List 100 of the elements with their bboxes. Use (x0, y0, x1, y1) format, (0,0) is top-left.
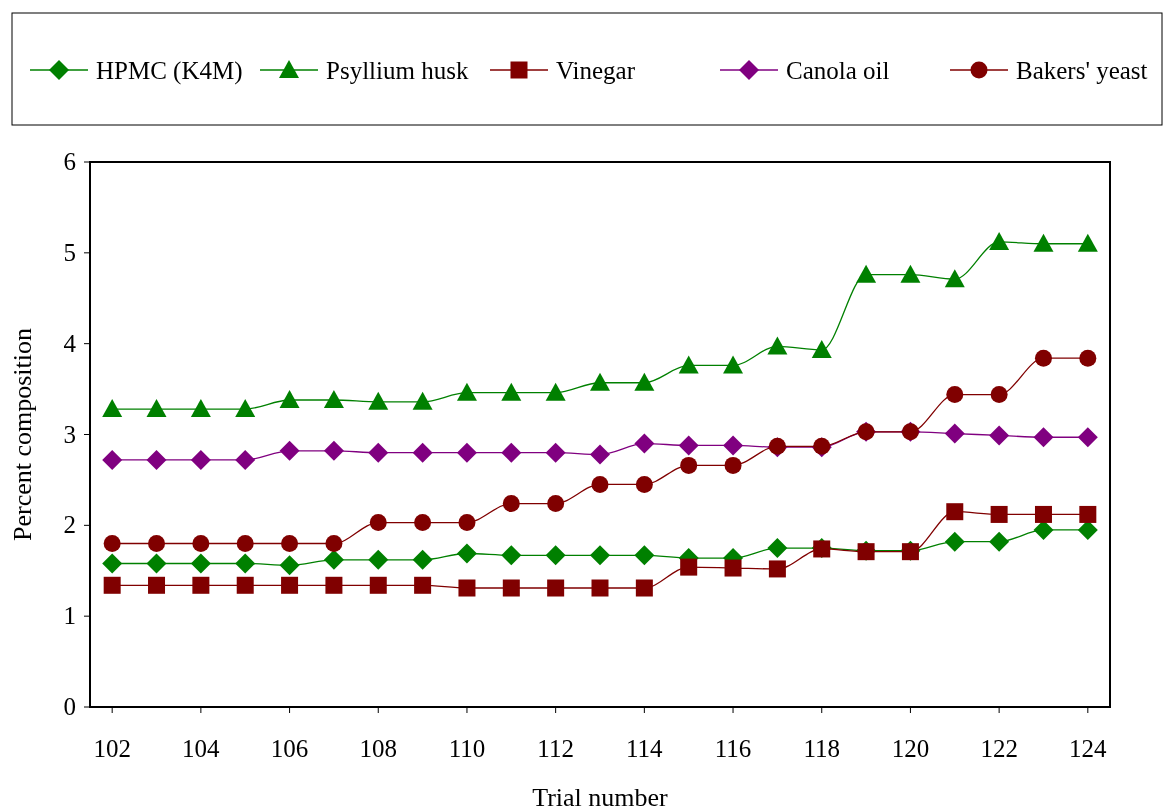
x-tick-label: 118 (803, 735, 841, 762)
point (501, 442, 522, 463)
point (634, 372, 655, 391)
legend-label: Psyllium husk (326, 57, 469, 84)
point (1077, 233, 1098, 252)
point (146, 449, 167, 470)
point (502, 495, 520, 513)
point (767, 538, 788, 559)
legend-label: Canola oil (786, 57, 890, 84)
point (944, 423, 965, 444)
point (412, 442, 433, 463)
point (325, 576, 343, 594)
point (545, 545, 566, 566)
point (946, 503, 964, 521)
point (414, 576, 432, 594)
point (412, 549, 433, 570)
x-tick-label: 120 (891, 735, 930, 762)
point (236, 535, 254, 552)
point (414, 514, 432, 532)
point (192, 535, 210, 552)
y-tick-label: 5 (63, 238, 76, 266)
point (458, 514, 476, 532)
point (768, 560, 786, 578)
point (944, 531, 965, 552)
x-axis-title: Trial number (532, 783, 669, 811)
point (148, 535, 166, 552)
x-tick-label: 122 (980, 735, 1018, 762)
point (103, 576, 121, 594)
y-tick-label: 6 (63, 148, 76, 175)
point (944, 269, 965, 288)
point (369, 576, 387, 594)
point (635, 579, 653, 597)
y-tick-label: 0 (63, 693, 76, 720)
point (458, 579, 476, 597)
point (102, 449, 123, 470)
legend-label: HPMC (K4M) (96, 57, 243, 85)
point (323, 389, 344, 408)
point (680, 558, 698, 576)
y-tick-label: 4 (63, 329, 77, 357)
point (281, 535, 299, 552)
point (279, 389, 300, 408)
point (1077, 427, 1098, 448)
point (146, 399, 167, 418)
point (279, 555, 300, 576)
point (989, 231, 1010, 250)
x-tick-label: 124 (1069, 735, 1108, 762)
point (190, 449, 211, 470)
point (590, 372, 610, 391)
point (1079, 505, 1097, 523)
point (678, 355, 699, 374)
point (146, 553, 167, 574)
y-tick-label: 2 (63, 511, 76, 539)
point (547, 495, 565, 513)
point (946, 386, 964, 404)
point (1034, 505, 1052, 523)
point (235, 449, 256, 470)
point (236, 576, 254, 594)
point (281, 576, 299, 594)
point (323, 440, 344, 461)
point (634, 433, 655, 454)
point (989, 425, 1010, 446)
point (323, 549, 344, 570)
point (102, 553, 123, 574)
point (591, 579, 609, 597)
point (900, 264, 921, 283)
x-tick-label: 116 (714, 735, 752, 762)
point (412, 391, 433, 410)
point (990, 386, 1008, 404)
point (591, 475, 609, 493)
point (103, 535, 121, 552)
point (190, 399, 211, 418)
point (989, 531, 1010, 552)
point (192, 576, 210, 594)
point (724, 456, 742, 474)
point (235, 553, 256, 574)
point (456, 382, 477, 401)
point (279, 440, 300, 461)
point (724, 559, 742, 577)
legend-label: Bakers' yeast (1016, 57, 1148, 84)
point (635, 475, 653, 493)
y-tick-label: 1 (63, 602, 76, 630)
point (1033, 233, 1054, 252)
x-tick-label: 112 (537, 735, 574, 762)
point (502, 579, 520, 597)
point (634, 545, 655, 566)
point (501, 545, 522, 566)
point (990, 505, 1008, 523)
y-tick-label: 3 (63, 420, 76, 448)
point (723, 435, 744, 456)
point (678, 435, 699, 456)
legend-label: Vinegar (556, 57, 636, 84)
x-tick-label: 102 (93, 735, 131, 762)
point (590, 545, 610, 566)
point (590, 444, 610, 465)
point (148, 576, 166, 594)
point (1034, 349, 1052, 367)
point (545, 442, 566, 463)
point (856, 264, 877, 283)
point (767, 336, 788, 355)
point (235, 399, 256, 418)
